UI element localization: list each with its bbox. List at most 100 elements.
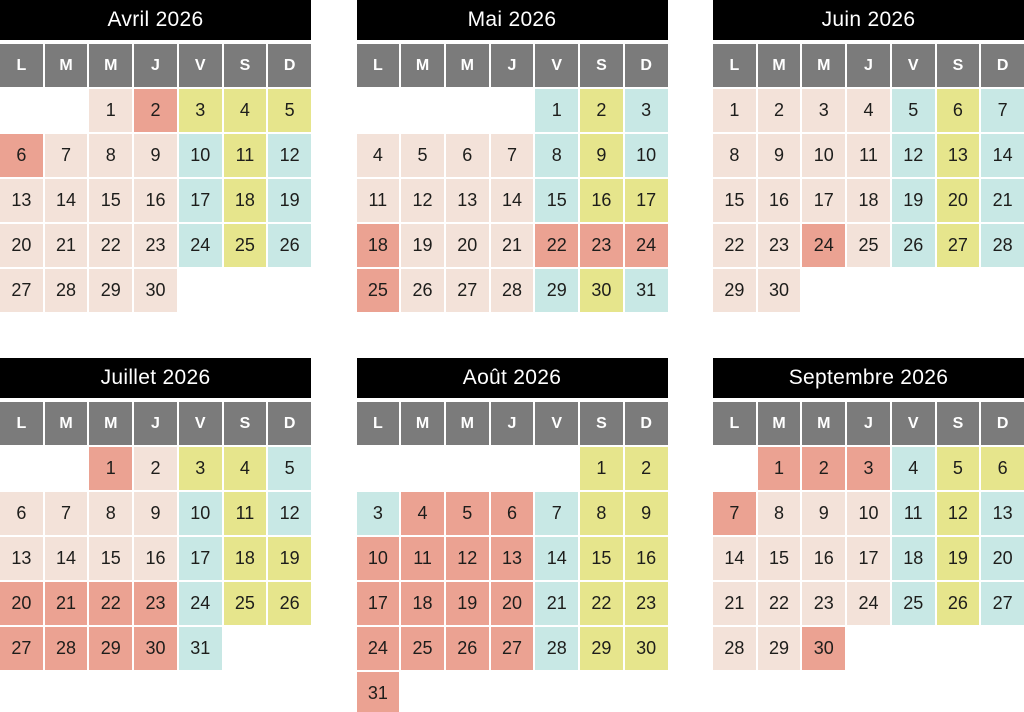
empty-cell [401,89,444,132]
day-cell: 30 [134,627,177,670]
day-cell: 7 [713,492,756,535]
day-cell: 16 [134,179,177,222]
empty-cell [268,269,311,312]
day-cell: 24 [356,627,400,670]
day-cell: 10 [178,492,222,535]
month-title: Juillet 2026 [0,358,311,398]
day-cell: 11 [356,179,400,222]
day-cell: 22 [713,224,756,267]
month-title: Avril 2026 [0,0,311,40]
empty-cell [625,672,668,712]
day-cell: 21 [713,582,756,625]
empty-cell [937,269,980,312]
day-cell: 6 [936,89,980,132]
month-title: Juin 2026 [713,0,1024,40]
day-cell: 4 [223,89,267,132]
day-cell: 11 [401,537,444,580]
month-grid: L M M J V S D 1 2 3 4 5 6 7 8 9 10 11 12 13 14 15 16 17 18 19 20 21… [356,402,668,712]
day-cell: 15 [757,537,801,580]
weekday-header: S [223,44,267,87]
day-cell: 26 [445,627,489,670]
weekday-header: J [847,44,890,87]
day-cell: 2 [134,447,177,490]
month-calendar: Juin 2026 L M M J V S D 1 2 3 4 5 6 7 8 9 10 11 12 13 14 15 16 1… [713,0,1024,312]
weekday-header: S [936,44,980,87]
day-cell: 11 [847,134,890,177]
day-cell: 5 [445,492,489,535]
day-cell: 5 [268,447,311,490]
day-cell: 14 [44,179,88,222]
day-cell: 8 [757,492,801,535]
day-cell: 1 [757,447,801,490]
day-cell: 10 [802,134,846,177]
day-cell: 2 [134,89,177,132]
weekday-header: V [535,44,579,87]
day-cell: 16 [134,537,177,580]
day-cell: 1 [535,89,579,132]
weekday-header: J [847,402,890,445]
weekday-header: J [134,44,177,87]
month-grid: L M M J V S D 1 2 3 4 5 6 7 8 9 10 11 12 13 14 15 16 17 18 19 20 21… [0,402,311,670]
day-cell: 13 [445,179,489,222]
empty-cell [401,672,444,712]
day-cell: 7 [44,134,88,177]
day-cell: 25 [223,224,267,267]
day-cell: 6 [0,134,43,177]
day-cell: 5 [936,447,980,490]
day-cell: 6 [0,492,43,535]
day-cell: 23 [802,582,846,625]
day-cell: 7 [535,492,579,535]
day-cell: 3 [356,492,400,535]
day-cell: 5 [891,89,935,132]
empty-cell [580,672,623,712]
month-grid: L M M J V S D 1 2 3 4 5 6 7 8 9 10 11 12 13 14 15 16 17 18 19 20 21… [0,44,311,312]
weekday-header: L [356,44,400,87]
empty-cell [224,269,267,312]
day-cell: 22 [89,582,133,625]
day-cell: 25 [891,582,935,625]
day-cell: 1 [89,447,133,490]
weekday-header: M [401,44,444,87]
day-cell: 23 [134,582,177,625]
day-cell: 2 [802,447,846,490]
weekday-header: L [0,44,43,87]
day-cell: 29 [757,627,801,670]
day-cell: 9 [580,134,623,177]
day-cell: 22 [89,224,133,267]
empty-cell [224,627,267,670]
month-calendar: Août 2026 L M M J V S D 1 2 3 4 5 6 7 8 9 10 11 12 13 14 15 16 1… [356,358,668,712]
day-cell: 29 [89,269,133,312]
weekday-header: D [268,44,311,87]
day-cell: 16 [757,179,801,222]
day-cell: 22 [757,582,801,625]
day-cell: 11 [223,492,267,535]
day-cell: 13 [0,179,43,222]
day-cell: 7 [44,492,88,535]
day-cell: 14 [490,179,534,222]
day-cell: 19 [936,537,980,580]
day-cell: 12 [445,537,489,580]
empty-cell [0,447,43,490]
day-cell: 10 [356,537,400,580]
day-cell: 19 [891,179,935,222]
day-cell: 5 [401,134,444,177]
weekday-header: M [44,402,88,445]
day-cell: 8 [89,134,133,177]
day-cell: 17 [847,537,890,580]
weekday-header: S [223,402,267,445]
weekday-header: M [802,402,846,445]
day-cell: 4 [223,447,267,490]
day-cell: 19 [268,179,311,222]
day-cell: 24 [802,224,846,267]
day-cell: 26 [401,269,444,312]
day-cell: 18 [223,537,267,580]
day-cell: 30 [757,269,801,312]
empty-cell [713,447,756,490]
day-cell: 24 [178,224,222,267]
day-cell: 13 [490,537,534,580]
day-cell: 20 [0,582,43,625]
day-cell: 17 [178,179,222,222]
day-cell: 29 [713,269,756,312]
day-cell: 3 [624,89,668,132]
